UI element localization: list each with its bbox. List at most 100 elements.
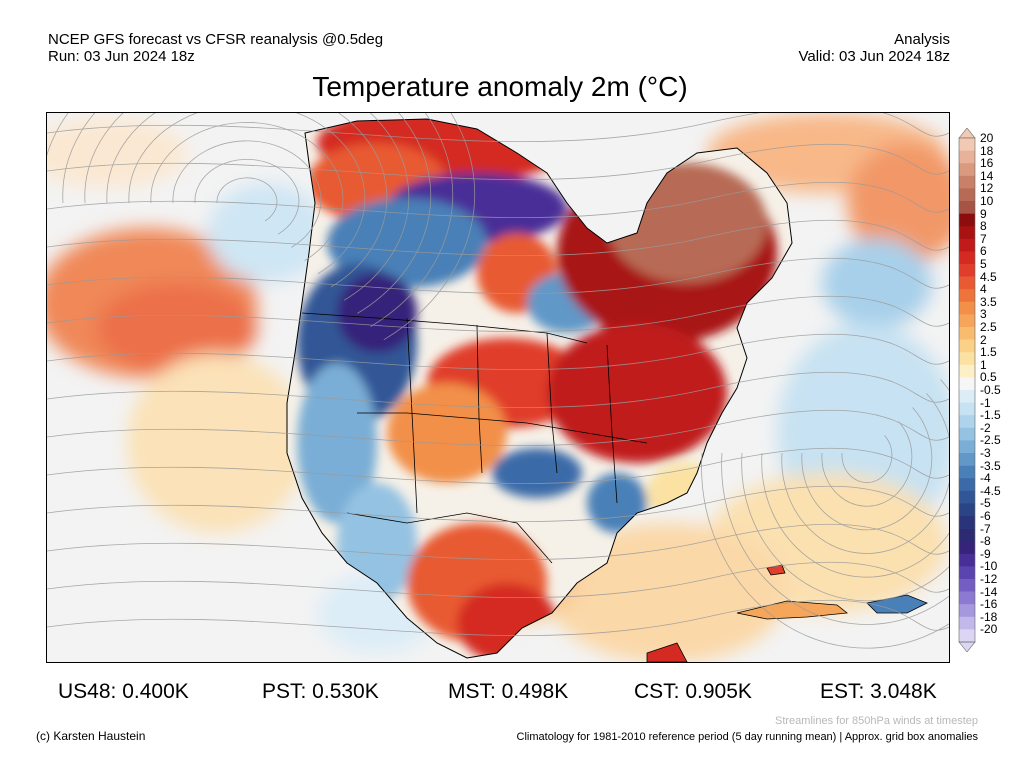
colorbar-swatch bbox=[959, 629, 975, 643]
streamline bbox=[47, 257, 949, 294]
colorbar-swatch bbox=[959, 553, 975, 567]
colorbar-label: 1 bbox=[980, 357, 987, 372]
streamline bbox=[62, 113, 432, 314]
streamline bbox=[721, 452, 949, 625]
colorbar-label: -2 bbox=[980, 420, 991, 435]
colorbar-label: -3.5 bbox=[980, 458, 1001, 473]
colorbar-label: 3 bbox=[980, 307, 987, 322]
colorbar-label: -5 bbox=[980, 496, 991, 511]
colorbar-label: 10 bbox=[980, 194, 994, 208]
colorbar-label: -20 bbox=[980, 622, 998, 637]
colorbar-swatch bbox=[959, 327, 975, 340]
colorbar-swatch bbox=[959, 528, 975, 542]
credit: (c) Karsten Haustein bbox=[36, 729, 146, 743]
streamline bbox=[106, 113, 388, 288]
colorbar-swatch bbox=[959, 402, 975, 416]
streamline bbox=[47, 113, 454, 327]
streamline bbox=[47, 333, 949, 370]
colorbar-label: 7 bbox=[980, 231, 987, 246]
colorbar-label: -0.5 bbox=[980, 383, 1001, 397]
map-title: Temperature anomaly 2m (°C) bbox=[312, 71, 688, 102]
streamlines-note: Streamlines for 850hPa winds at timestep bbox=[775, 715, 978, 727]
colorbar-label: -12 bbox=[980, 572, 998, 586]
colorbar-label: -16 bbox=[980, 597, 998, 612]
colorbar-label: 6 bbox=[980, 244, 987, 259]
streamline bbox=[801, 407, 933, 531]
colorbar-swatch bbox=[959, 516, 975, 529]
streamline bbox=[47, 409, 949, 446]
colorbar-label: 3.5 bbox=[980, 294, 997, 309]
colorbar-label: -1 bbox=[980, 395, 991, 410]
colorbar-label: 8 bbox=[980, 219, 987, 234]
colorbar-swatch bbox=[959, 427, 975, 441]
colorbar-label: -7 bbox=[980, 521, 991, 536]
wind-streamlines bbox=[47, 113, 949, 649]
colorbar-label: -18 bbox=[980, 609, 998, 624]
header-model-info: NCEP GFS forecast vs CFSR reanalysis @0.… bbox=[48, 31, 384, 48]
colorbar-swatch bbox=[959, 478, 975, 492]
colorbar-label: -10 bbox=[980, 559, 998, 574]
colorbar-swatch bbox=[959, 163, 975, 177]
colorbar bbox=[958, 128, 976, 652]
streamline bbox=[47, 523, 949, 560]
colorbar-swatch bbox=[959, 213, 975, 227]
colorbar-swatch bbox=[959, 138, 975, 151]
colorbar-swatch bbox=[959, 591, 975, 605]
colorbar-swatch bbox=[959, 314, 975, 328]
colorbar-label: 9 bbox=[980, 206, 987, 221]
colorbar-label: 5 bbox=[980, 257, 987, 271]
caribbean-islands bbox=[646, 564, 928, 662]
streamline bbox=[47, 113, 949, 142]
colorbar-top-arrow bbox=[958, 128, 976, 139]
streamline bbox=[128, 113, 366, 275]
streamline bbox=[383, 113, 476, 341]
colorbar-label: -14 bbox=[980, 584, 998, 599]
stat-cst: CST: 0.905K bbox=[634, 680, 752, 703]
colorbar-swatch bbox=[959, 390, 975, 403]
colorbar-swatch bbox=[959, 301, 975, 315]
colorbar-swatch bbox=[959, 566, 975, 580]
colorbar-label: -4 bbox=[980, 471, 991, 486]
streamline bbox=[194, 158, 300, 235]
colorbar-label: 20 bbox=[980, 131, 994, 145]
colorbar-label: -1.5 bbox=[980, 408, 1001, 423]
colorbar-swatch bbox=[959, 616, 975, 630]
colorbar-label: -4.5 bbox=[980, 483, 1001, 498]
colorbar-swatch bbox=[959, 201, 975, 214]
colorbar-swatch bbox=[959, 415, 975, 429]
colorbar-label: 2.5 bbox=[980, 320, 997, 334]
streamline bbox=[47, 295, 949, 332]
streamline bbox=[741, 452, 949, 602]
header-analysis-label: Analysis bbox=[894, 31, 950, 48]
colorbar-label: 4 bbox=[980, 282, 987, 297]
colorbar-swatch bbox=[959, 150, 975, 164]
stat-us48: US48: 0.400K bbox=[58, 680, 189, 703]
temperature-anomaly-map bbox=[46, 112, 950, 663]
colorbar-swatch bbox=[959, 440, 975, 454]
streamline bbox=[47, 561, 949, 598]
stat-est: EST: 3.048K bbox=[820, 680, 937, 703]
streamline bbox=[841, 435, 893, 483]
streamline bbox=[47, 599, 949, 636]
colorbar-label: -2.5 bbox=[980, 433, 1001, 448]
colorbar-swatch bbox=[959, 503, 975, 517]
colorbar-label: 2 bbox=[980, 332, 987, 347]
colorbar-label: -8 bbox=[980, 534, 991, 549]
colorbar-label: 14 bbox=[980, 168, 994, 183]
streamline bbox=[821, 421, 913, 507]
streamline bbox=[701, 452, 949, 649]
colorbar-label: 1.5 bbox=[980, 345, 997, 360]
streamline bbox=[781, 393, 949, 554]
colorbar-swatch bbox=[959, 364, 975, 378]
coastline bbox=[286, 118, 793, 659]
colorbar-swatch bbox=[959, 188, 975, 202]
colorbar-swatch bbox=[959, 352, 975, 366]
colorbar-swatch bbox=[959, 238, 975, 252]
streamline bbox=[47, 181, 949, 218]
streamline bbox=[47, 219, 949, 256]
colorbar-swatch bbox=[959, 541, 975, 555]
colorbar-swatch bbox=[959, 289, 975, 303]
streamline bbox=[47, 485, 949, 522]
colorbar-label: 18 bbox=[980, 143, 994, 158]
colorbar-swatch bbox=[959, 264, 975, 277]
